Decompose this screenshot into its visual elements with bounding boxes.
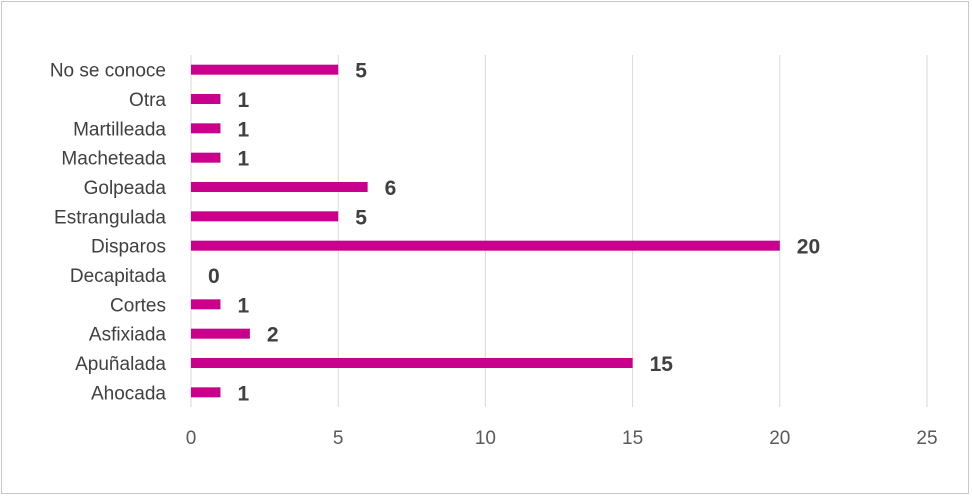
data-label: 1: [237, 382, 249, 405]
category-label: Otra: [129, 90, 166, 111]
gridlines: [190, 55, 928, 407]
bar-macheteada: [191, 152, 221, 163]
category-label: Asfixiada: [89, 325, 167, 346]
category-label: Ahocada: [91, 383, 166, 404]
bar-estrangulada: [191, 211, 339, 222]
x-tick-label: 25: [916, 428, 937, 449]
bar-no-se-conoce: [191, 64, 339, 75]
bar-martilleada: [191, 123, 221, 134]
category-label: Disparos: [91, 237, 166, 258]
bar-otra: [191, 94, 221, 104]
bar-ahocada: [191, 387, 221, 398]
data-label: 5: [355, 60, 367, 83]
x-tick-label: 0: [186, 428, 197, 449]
x-tick-label: 20: [769, 428, 790, 449]
x-axis-ticks: 0 5 10 15 20 25: [186, 428, 938, 449]
data-label: 1: [237, 148, 249, 171]
category-labels: Ahocada Apuñalada Asfixiada Cortes Decapitad…: [50, 61, 167, 405]
category-label: No se conoce: [50, 61, 166, 82]
category-label: Martilleada: [73, 119, 166, 140]
bar-golpeada: [191, 182, 368, 192]
data-label: 15: [650, 353, 674, 376]
category-label: Estrangulada: [54, 207, 166, 228]
category-label: Apuñalada: [75, 354, 166, 375]
data-label: 1: [237, 294, 249, 317]
category-label: Golpeada: [84, 178, 167, 199]
data-label: 20: [797, 236, 820, 259]
category-label: Cortes: [110, 295, 166, 316]
data-label: 2: [267, 324, 279, 347]
data-label: 0: [208, 265, 220, 288]
category-label: Macheteada: [61, 149, 166, 170]
x-tick-label: 10: [475, 428, 496, 449]
data-label: 1: [237, 118, 249, 141]
data-label: 1: [237, 89, 249, 112]
category-label: Decapitada: [70, 266, 167, 287]
bar-apuñalada: [191, 358, 633, 368]
x-tick-label: 5: [333, 428, 344, 449]
bar-cortes: [191, 299, 221, 310]
bar-disparos: [191, 240, 780, 251]
x-tick-label: 15: [622, 428, 643, 449]
bar-asfixiada: [191, 328, 250, 339]
data-label: 5: [355, 206, 367, 229]
bars: [191, 64, 780, 398]
data-label: 6: [385, 177, 397, 200]
